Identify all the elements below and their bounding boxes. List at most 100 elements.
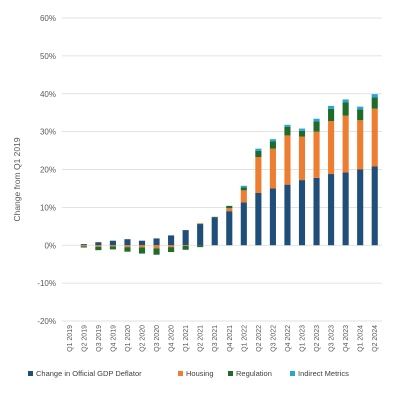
bar-segment-housing (124, 245, 131, 248)
bar-segment-indirect-metrics (357, 106, 364, 110)
x-tick-label: Q2 2023 (314, 325, 321, 352)
bar-segment-regulation (138, 247, 146, 254)
x-tick-label: Q1 2019 (67, 325, 74, 352)
bar-segment-indirect-metrics (240, 185, 247, 188)
bar-segment-change-in-official-gdp-deflator (269, 188, 276, 246)
bar-segment-housing (298, 136, 306, 181)
legend-swatch (28, 371, 33, 376)
bar-segment-regulation (80, 246, 87, 248)
bar-segment-regulation (371, 97, 378, 109)
y-tick-label: 20% (40, 166, 56, 175)
bar-segment-regulation (328, 108, 335, 122)
bar-segment-regulation (357, 109, 364, 121)
bar-segment-change-in-official-gdp-deflator (168, 235, 175, 246)
bar-segment-regulation (313, 121, 320, 132)
y-tick-label: 0% (44, 241, 56, 250)
bar-segment-regulation (284, 126, 291, 136)
legend-entry: Indirect Metrics (298, 369, 349, 378)
x-tick-label: Q3 2020 (154, 325, 161, 352)
bar-segment-change-in-official-gdp-deflator (240, 202, 247, 246)
y-axis-ticks: -20% -10% 0% 10% 20% 30% 40% 50% 60% (37, 14, 56, 326)
y-tick-label: 40% (40, 90, 56, 99)
bar-segment-regulation (124, 247, 131, 252)
bar-segment-housing (240, 190, 247, 203)
bar-segment-housing (168, 245, 175, 248)
x-axis-ticks: Q1 2019 Q2 2019 Q3 2019 Q4 2019 Q1 2020 Q2 20… (67, 325, 379, 352)
bar-segment-housing (255, 157, 262, 193)
bar-segment-indirect-metrics (269, 139, 276, 142)
bar-segment-change-in-official-gdp-deflator (255, 192, 262, 246)
bar-segment-housing (153, 245, 160, 249)
bar-segment-regulation (342, 102, 349, 116)
x-tick-label: Q4 2019 (110, 325, 117, 352)
x-tick-label: Q3 2023 (329, 325, 336, 352)
legend-swatch (178, 371, 183, 376)
bar-segment-change-in-official-gdp-deflator (95, 242, 102, 246)
bar-segment-change-in-official-gdp-deflator (357, 169, 364, 246)
legend-entry: Regulation (236, 369, 272, 378)
legend: Change in Official GDP Deflator Housing Re… (28, 369, 349, 378)
x-tick-label: Q4 2023 (343, 325, 350, 352)
bar-segment-housing (95, 245, 102, 247)
bar-segment-housing (182, 245, 189, 247)
x-tick-label: Q4 2021 (227, 325, 234, 352)
bar-segment-housing (371, 108, 378, 167)
x-tick-label: Q1 2023 (300, 325, 307, 352)
legend-swatch (228, 371, 233, 376)
y-tick-label: 10% (40, 203, 56, 212)
bar-segment-change-in-official-gdp-deflator (124, 239, 131, 246)
bar-segment-change-in-official-gdp-deflator (182, 230, 189, 246)
bar-segment-housing (197, 223, 204, 225)
x-tick-label: Q2 2022 (256, 325, 263, 352)
y-axis-label: Change from Q1 2019 (12, 137, 22, 221)
bar-segment-change-in-official-gdp-deflator (153, 238, 160, 246)
bars (80, 94, 378, 255)
y-tick-label: 60% (40, 14, 56, 23)
bar-segment-regulation (298, 130, 306, 137)
bar-segment-change-in-official-gdp-deflator (138, 240, 146, 246)
bar-segment-housing (269, 148, 276, 189)
bar-segment-change-in-official-gdp-deflator (80, 244, 87, 246)
x-tick-label: Q2 2019 (81, 325, 88, 352)
bar-segment-change-in-official-gdp-deflator (298, 180, 306, 246)
bar-segment-change-in-official-gdp-deflator (109, 240, 116, 246)
bar-segment-regulation (168, 247, 175, 253)
y-tick-label: -20% (37, 317, 56, 326)
bar-segment-regulation (197, 245, 204, 248)
bar-segment-indirect-metrics (284, 124, 291, 127)
bar-segment-indirect-metrics (298, 128, 306, 131)
bar-segment-indirect-metrics (255, 148, 262, 151)
bar-segment-housing (284, 135, 291, 185)
bar-segment-regulation (211, 216, 218, 218)
x-tick-label: Q4 2022 (285, 325, 292, 352)
bar-segment-indirect-metrics (328, 105, 335, 109)
legend-entry: Housing (186, 369, 214, 378)
x-tick-label: Q1 2020 (125, 325, 132, 352)
x-tick-label: Q3 2022 (270, 325, 277, 352)
bar-segment-housing (109, 245, 116, 247)
bar-segment-housing (357, 120, 364, 170)
bar-segment-change-in-official-gdp-deflator (371, 166, 378, 246)
bar-segment-regulation (153, 248, 160, 255)
bar-segment-regulation (109, 246, 116, 250)
bar-segment-indirect-metrics (371, 94, 378, 98)
legend-entry: Change in Official GDP Deflator (36, 369, 142, 378)
bar-segment-regulation (182, 246, 189, 250)
y-tick-label: 50% (40, 52, 56, 61)
x-tick-label: Q1 2022 (241, 325, 248, 352)
legend-swatch (290, 371, 295, 376)
bar-segment-change-in-official-gdp-deflator (226, 211, 233, 246)
x-tick-label: Q2 2021 (198, 325, 205, 352)
x-tick-label: Q2 2020 (140, 325, 147, 352)
bar-segment-indirect-metrics (342, 99, 349, 103)
y-tick-label: 30% (40, 128, 56, 137)
bar-segment-housing (138, 245, 146, 248)
bar-segment-housing (80, 245, 87, 247)
x-tick-label: Q1 2024 (358, 325, 365, 352)
bar-segment-change-in-official-gdp-deflator (342, 172, 349, 246)
bar-segment-regulation (269, 141, 276, 149)
bar-segment-regulation (240, 187, 247, 191)
bar-segment-housing (226, 208, 233, 212)
